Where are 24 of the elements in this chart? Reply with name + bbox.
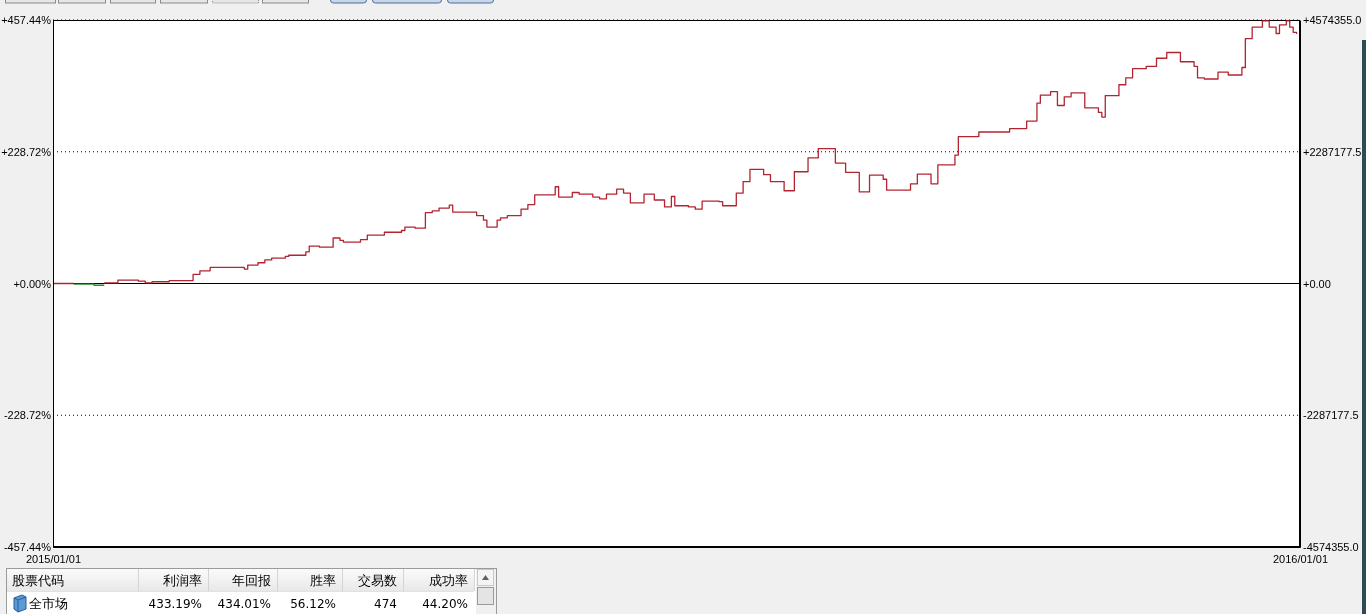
x-tick-label: 2015/01/01 <box>25 552 82 565</box>
text: 成功率 <box>429 573 468 589</box>
y-tick-label: +457.44% <box>1 14 52 27</box>
y2-tick-label: +4574355.0 <box>1303 14 1362 27</box>
y-tick-label: +0.00% <box>13 277 52 290</box>
text: 利润率 <box>163 573 202 589</box>
y2-tick-label: +2287177.5 <box>1303 145 1362 158</box>
y-tick-label: -457.44% <box>3 541 52 554</box>
y2-tick-label: -2287177.5 <box>1303 409 1359 422</box>
text: 全市场 <box>29 596 68 612</box>
text: 股票代码 <box>12 573 64 589</box>
text: 474 <box>374 596 397 611</box>
x-tick-label: 2016/01/01 <box>1272 552 1329 565</box>
text: 56.12% <box>290 596 336 611</box>
text: 交易数 <box>358 573 397 589</box>
y2-tick-label: -4574355.0 <box>1303 541 1359 554</box>
y-tick-label: +228.72% <box>1 145 52 158</box>
text: 年回报 <box>232 573 271 589</box>
y2-tick-label: +0.00 <box>1303 277 1331 290</box>
y-tick-label: -228.72% <box>3 409 52 422</box>
text: 433.19% <box>148 596 202 611</box>
text: 胜率 <box>310 573 336 589</box>
text: 434.01% <box>217 596 271 611</box>
text: 44.20% <box>422 596 468 611</box>
